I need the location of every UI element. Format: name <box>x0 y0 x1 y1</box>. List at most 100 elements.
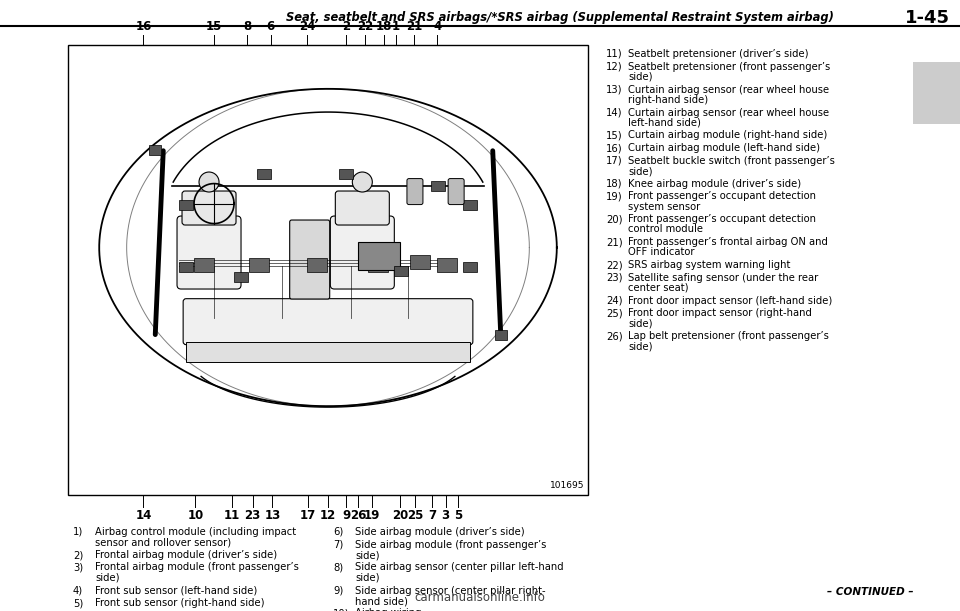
Bar <box>234 271 248 282</box>
Bar <box>358 242 400 270</box>
Text: Front door impact sensor (right-hand: Front door impact sensor (right-hand <box>628 309 812 318</box>
Text: 13): 13) <box>606 84 622 95</box>
Text: side): side) <box>95 573 119 583</box>
Text: 101695: 101695 <box>549 481 584 490</box>
Text: 3: 3 <box>442 509 449 522</box>
Bar <box>395 266 408 276</box>
Text: 17): 17) <box>606 156 623 166</box>
Bar <box>250 258 270 272</box>
Text: 4: 4 <box>433 20 442 33</box>
Text: Front passenger’s occupant detection: Front passenger’s occupant detection <box>628 191 816 202</box>
Text: 17: 17 <box>300 509 317 522</box>
Text: 12: 12 <box>320 509 336 522</box>
Text: side): side) <box>355 550 379 560</box>
FancyBboxPatch shape <box>177 216 241 289</box>
Bar <box>913 62 960 124</box>
Bar <box>195 258 214 272</box>
Text: 5): 5) <box>73 598 84 608</box>
Text: Curtain airbag sensor (rear wheel house: Curtain airbag sensor (rear wheel house <box>628 84 829 95</box>
Text: 13: 13 <box>264 509 280 522</box>
Text: 11: 11 <box>224 509 240 522</box>
Bar <box>437 258 457 272</box>
Bar <box>494 329 507 340</box>
Text: sensor and rollover sensor): sensor and rollover sensor) <box>95 538 231 547</box>
Text: Airbag control module (including impact: Airbag control module (including impact <box>95 527 296 537</box>
Text: 7): 7) <box>333 540 344 549</box>
FancyBboxPatch shape <box>290 220 329 299</box>
Text: Lap belt pretensioner (front passenger’s: Lap belt pretensioner (front passenger’s <box>628 331 828 342</box>
FancyBboxPatch shape <box>182 191 236 225</box>
Text: 6): 6) <box>333 527 344 537</box>
Text: 4): 4) <box>73 585 84 596</box>
Text: 1): 1) <box>73 527 84 537</box>
Text: Curtain airbag module (left-hand side): Curtain airbag module (left-hand side) <box>628 143 820 153</box>
Text: 18): 18) <box>606 178 622 189</box>
Text: side): side) <box>628 166 653 176</box>
Text: side): side) <box>628 318 653 329</box>
Text: 22): 22) <box>606 260 623 270</box>
Text: 24: 24 <box>299 20 316 33</box>
Text: Front sub sensor (right-hand side): Front sub sensor (right-hand side) <box>95 598 265 608</box>
Text: 16: 16 <box>135 20 152 33</box>
Text: Knee airbag module (driver’s side): Knee airbag module (driver’s side) <box>628 178 802 189</box>
Text: 19): 19) <box>606 191 623 202</box>
Text: 2: 2 <box>342 20 350 33</box>
Text: Front door impact sensor (left-hand side): Front door impact sensor (left-hand side… <box>628 296 832 306</box>
Text: side): side) <box>355 573 379 583</box>
Text: control module: control module <box>628 224 703 235</box>
Text: 1: 1 <box>392 20 399 33</box>
Text: right-hand side): right-hand side) <box>628 95 708 105</box>
FancyBboxPatch shape <box>183 299 473 345</box>
Bar <box>68 45 588 495</box>
Text: 12): 12) <box>606 62 623 71</box>
Text: 5: 5 <box>454 509 462 522</box>
Bar <box>339 169 353 179</box>
Text: OFF indicator: OFF indicator <box>628 247 694 257</box>
Text: 21: 21 <box>406 20 422 33</box>
Bar <box>149 145 161 155</box>
Text: 9): 9) <box>333 585 344 596</box>
Text: 14): 14) <box>606 108 622 117</box>
Bar <box>257 169 271 179</box>
Text: 26: 26 <box>350 509 367 522</box>
Bar <box>463 262 477 272</box>
Text: 6: 6 <box>267 20 275 33</box>
Circle shape <box>352 172 372 192</box>
Text: Satellite safing sensor (under the rear: Satellite safing sensor (under the rear <box>628 273 818 283</box>
Text: hand side): hand side) <box>355 596 408 606</box>
Text: Side airbag sensor (center pillar left-hand: Side airbag sensor (center pillar left-h… <box>355 563 564 573</box>
Text: 22: 22 <box>357 20 373 33</box>
Text: 11): 11) <box>606 49 623 59</box>
Text: Seatbelt pretensioner (front passenger’s: Seatbelt pretensioner (front passenger’s <box>628 62 830 71</box>
Text: left-hand side): left-hand side) <box>628 118 701 128</box>
Bar <box>369 258 389 272</box>
Text: side): side) <box>628 342 653 351</box>
Bar <box>306 258 326 272</box>
Text: 8: 8 <box>243 20 252 33</box>
Bar <box>431 181 444 191</box>
Text: 21): 21) <box>606 237 623 247</box>
Text: 7: 7 <box>428 509 436 522</box>
Text: 10): 10) <box>333 609 349 611</box>
FancyBboxPatch shape <box>330 216 395 289</box>
FancyBboxPatch shape <box>407 178 423 205</box>
Text: Side airbag module (front passenger’s: Side airbag module (front passenger’s <box>355 540 546 549</box>
Text: 10: 10 <box>187 509 204 522</box>
Text: 24): 24) <box>606 296 622 306</box>
Text: 3): 3) <box>73 563 84 573</box>
Text: Seatbelt pretensioner (driver’s side): Seatbelt pretensioner (driver’s side) <box>628 49 808 59</box>
Text: – CONTINUED –: – CONTINUED – <box>827 587 913 597</box>
Text: 20): 20) <box>606 214 622 224</box>
Bar <box>410 255 429 269</box>
Text: 9: 9 <box>342 509 350 522</box>
Text: 23: 23 <box>245 509 261 522</box>
Text: 8): 8) <box>333 563 343 573</box>
Bar <box>180 262 193 272</box>
Text: SRS airbag system warning light: SRS airbag system warning light <box>628 260 790 270</box>
Text: 18: 18 <box>375 20 392 33</box>
Bar <box>186 342 469 362</box>
Text: carmanualsonline.info: carmanualsonline.info <box>415 591 545 604</box>
Text: Curtain airbag sensor (rear wheel house: Curtain airbag sensor (rear wheel house <box>628 108 829 117</box>
Text: 20: 20 <box>392 509 408 522</box>
Text: system sensor: system sensor <box>628 202 700 211</box>
